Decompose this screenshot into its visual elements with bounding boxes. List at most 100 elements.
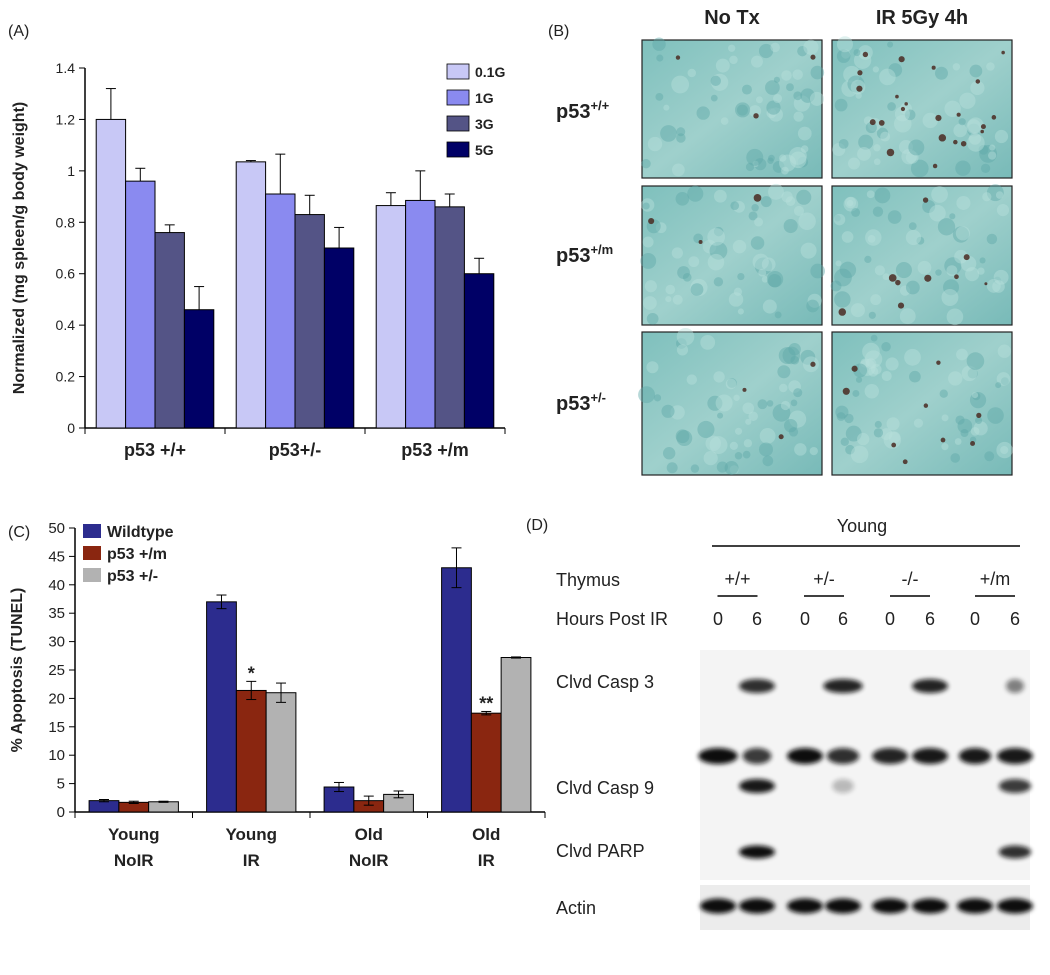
tissue-texture <box>960 428 969 437</box>
x-tick-label: p53+/- <box>269 440 322 460</box>
tissue-texture <box>841 49 851 59</box>
tissue-texture <box>772 403 791 422</box>
hour-label: 0 <box>885 609 895 629</box>
tissue-texture <box>986 184 1004 202</box>
x-tick-label: NoIR <box>114 851 154 870</box>
error-bar <box>481 710 492 716</box>
tissue-texture <box>725 378 737 390</box>
tissue-texture <box>893 114 912 133</box>
tissue-texture <box>953 123 967 138</box>
tissue-texture <box>843 65 861 83</box>
apoptotic-cell <box>838 308 847 316</box>
panel-label: (C) <box>8 524 30 541</box>
tissue-texture <box>800 242 817 259</box>
x-tick-label: Old <box>472 825 500 844</box>
error-bar <box>216 594 227 610</box>
tissue-texture <box>865 229 882 246</box>
row-label-base: p53 <box>556 393 590 415</box>
tissue-texture <box>663 104 670 111</box>
hour-label: 0 <box>970 609 980 629</box>
apoptotic-cell <box>886 148 895 157</box>
y-tick-label: 10 <box>48 747 65 764</box>
tissue-texture <box>779 383 788 393</box>
y-tick-label: 1.2 <box>56 111 76 127</box>
tissue-texture <box>713 226 724 237</box>
apoptotic-cell <box>810 361 816 367</box>
tissue-texture <box>937 218 956 236</box>
tissue-texture <box>759 428 776 444</box>
y-tick-label: 30 <box>48 634 65 651</box>
blot-band <box>787 748 823 764</box>
tissue-texture <box>640 253 657 269</box>
y-tick-label: 35 <box>48 605 65 622</box>
tissue-texture <box>687 185 704 202</box>
error-bar <box>415 170 426 201</box>
tissue-texture <box>788 380 801 393</box>
blot-band <box>997 748 1033 764</box>
legend-swatch <box>446 89 470 106</box>
row-label-sup: +/- <box>590 390 606 405</box>
x-tick-label: p53 +/+ <box>124 440 186 460</box>
tissue-texture <box>946 308 964 326</box>
error-bar <box>158 800 169 803</box>
tissue-texture <box>713 371 725 383</box>
row-label-base: p53 <box>556 245 590 267</box>
tissue-texture <box>750 55 763 68</box>
tissue-texture <box>646 312 659 325</box>
apoptotic-cell <box>888 274 897 282</box>
bar <box>148 801 179 813</box>
tissue-texture <box>800 145 809 153</box>
tissue-texture <box>713 277 724 287</box>
row-label-sup: +/+ <box>590 98 609 113</box>
apoptotic-cell <box>936 360 941 365</box>
tissue-texture <box>966 119 981 134</box>
tissue-texture <box>713 189 727 203</box>
tissue-texture <box>660 125 677 142</box>
tissue-texture <box>887 41 894 48</box>
error-bar <box>245 160 256 162</box>
tissue-texture <box>773 76 780 83</box>
tissue-texture <box>793 111 804 122</box>
tissue-texture <box>941 414 949 422</box>
y-tick-label: 50 <box>48 520 65 537</box>
tissue-texture <box>728 44 736 52</box>
hour-label: 0 <box>713 609 723 629</box>
tissue-texture <box>969 64 983 78</box>
tissue-texture <box>737 308 744 315</box>
tissue-texture <box>665 284 676 295</box>
apoptotic-cell <box>931 65 936 70</box>
tissue-texture <box>798 212 816 231</box>
tissue-texture <box>986 278 1001 293</box>
tissue-texture <box>682 272 692 282</box>
histology-images <box>638 36 1013 476</box>
tissue-texture <box>958 118 966 126</box>
bar <box>125 180 156 429</box>
tissue-texture <box>888 63 903 77</box>
apoptotic-cell <box>922 197 929 203</box>
bar <box>206 601 237 813</box>
tissue-texture <box>880 131 891 142</box>
tissue-texture <box>986 233 998 245</box>
row-label: Thymus <box>556 570 620 590</box>
row-label: Hours Post IR <box>556 609 668 629</box>
tissue-texture <box>690 278 708 297</box>
tissue-texture <box>810 65 825 80</box>
bar <box>154 232 185 429</box>
tissue-texture <box>644 280 657 293</box>
x-tick-label: IR <box>243 851 260 870</box>
tissue-texture <box>640 198 655 212</box>
tissue-texture <box>786 83 794 92</box>
tissue-texture <box>748 411 758 421</box>
tissue-texture <box>670 405 685 420</box>
tissue-texture <box>956 195 971 210</box>
tissue-texture <box>715 58 730 73</box>
tissue-texture <box>935 269 942 276</box>
apoptotic-cell <box>810 54 816 60</box>
tissue-texture <box>784 418 798 433</box>
x-tick-label: IR <box>478 851 495 870</box>
tissue-texture <box>733 287 743 296</box>
legend-swatch <box>83 568 101 582</box>
tissue-texture <box>690 464 700 473</box>
row-label-sup: +/m <box>590 242 613 257</box>
tissue-texture <box>790 355 800 365</box>
